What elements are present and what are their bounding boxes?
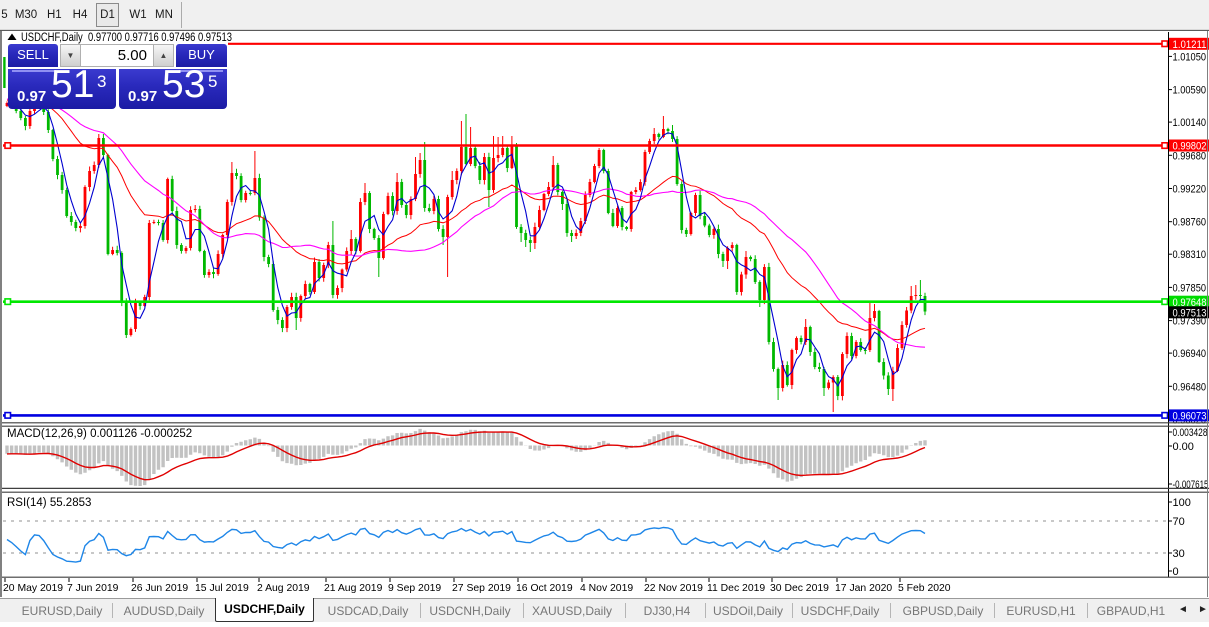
svg-text:0.97648: 0.97648: [1173, 297, 1207, 309]
svg-text:0.96940: 0.96940: [1173, 348, 1207, 360]
svg-text:21 Aug 2019: 21 Aug 2019: [324, 583, 383, 594]
svg-text:0.96073: 0.96073: [1173, 411, 1207, 423]
svg-text:1.00140: 1.00140: [1173, 117, 1207, 129]
svg-text:1.01211: 1.01211: [1173, 39, 1207, 51]
svg-text:5 Feb 2020: 5 Feb 2020: [898, 583, 951, 594]
svg-text:USDCHF,Daily 0.97700 0.97716: USDCHF,Daily 0.97700 0.97716 0.97496 0.9…: [21, 32, 232, 44]
svg-text:0.99802: 0.99802: [1173, 141, 1207, 153]
svg-text:0.99220: 0.99220: [1173, 184, 1207, 196]
svg-text:0.96480: 0.96480: [1173, 381, 1207, 393]
svg-text:0.003428: 0.003428: [1173, 427, 1208, 439]
svg-text:0.98760: 0.98760: [1173, 217, 1207, 229]
svg-text:22 Nov 2019: 22 Nov 2019: [644, 583, 703, 594]
svg-text:0.97513: 0.97513: [1173, 308, 1207, 320]
svg-text:RSI(14) 55.2853: RSI(14) 55.2853: [7, 497, 91, 509]
svg-text:11 Dec 2019: 11 Dec 2019: [707, 583, 765, 594]
svg-text:1.01050: 1.01050: [1173, 51, 1207, 63]
svg-text:4 Nov 2019: 4 Nov 2019: [580, 583, 633, 594]
svg-text:17 Jan 2020: 17 Jan 2020: [835, 583, 892, 594]
svg-text:30: 30: [1173, 548, 1185, 560]
svg-text:0.97390: 0.97390: [1173, 316, 1207, 328]
svg-text:0.98310: 0.98310: [1173, 249, 1207, 261]
svg-text:20 May 2019: 20 May 2019: [3, 583, 63, 594]
svg-text:0.99680: 0.99680: [1173, 150, 1207, 162]
svg-text:15 Jul 2019: 15 Jul 2019: [195, 583, 249, 594]
svg-text:26 Jun 2019: 26 Jun 2019: [131, 583, 188, 594]
svg-text:1.00590: 1.00590: [1173, 85, 1207, 97]
svg-text:7 Jun 2019: 7 Jun 2019: [67, 583, 119, 594]
svg-text:-0.007615: -0.007615: [1173, 479, 1209, 491]
svg-text:30 Dec 2019: 30 Dec 2019: [770, 583, 829, 594]
svg-text:0.00: 0.00: [1173, 441, 1194, 453]
svg-text:2 Aug 2019: 2 Aug 2019: [257, 583, 310, 594]
svg-text:0.97850: 0.97850: [1173, 282, 1207, 294]
svg-text:9 Sep 2019: 9 Sep 2019: [388, 583, 441, 594]
svg-text:70: 70: [1173, 516, 1185, 528]
svg-text:0: 0: [1173, 566, 1179, 578]
svg-text:27 Sep 2019: 27 Sep 2019: [452, 583, 511, 594]
svg-text:16 Oct 2019: 16 Oct 2019: [516, 583, 573, 594]
svg-text:MACD(12,26,9) 0.001126 -0.0002: MACD(12,26,9) 0.001126 -0.000252: [7, 428, 192, 440]
svg-text:100: 100: [1173, 497, 1191, 509]
